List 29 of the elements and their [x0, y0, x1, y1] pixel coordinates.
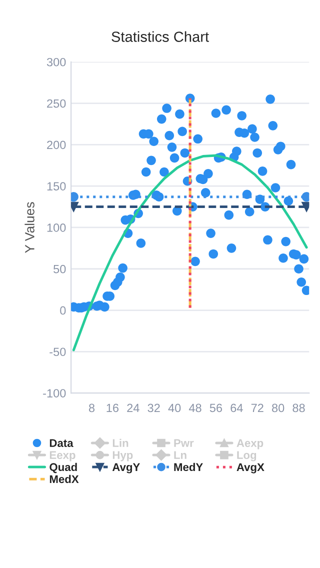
line-series: [72, 154, 308, 352]
x-tick-label: 16: [106, 404, 118, 412]
x-tick-label: 24: [127, 404, 140, 412]
y-tick-label: 300: [46, 58, 66, 66]
y-tick-label: 250: [47, 99, 66, 108]
legend-label: Quad: [50, 462, 77, 474]
x-tick-label: 64: [230, 404, 243, 412]
y-tick-label: 0: [60, 306, 66, 315]
legend-label: AvgX: [236, 463, 264, 474]
x-tick-label: 48: [188, 404, 202, 412]
chart-title: Statistics Chart: [112, 31, 209, 42]
y-tick-label: 100: [47, 224, 66, 232]
y-tick-label: 50: [54, 264, 66, 274]
x-tick-label: 56: [210, 404, 222, 412]
y-axis-title: Y Values: [24, 202, 34, 253]
legend-label: MedX: [50, 474, 79, 484]
x-tick-label: 40: [168, 404, 181, 412]
x-tick-label: 32: [148, 404, 160, 412]
legend-label: AvgY: [112, 463, 140, 474]
x-tick-label: 8: [88, 404, 95, 412]
y-tick-label: 150: [47, 182, 66, 190]
y-tick-label: -100: [43, 389, 66, 398]
x-tick-label: 80: [272, 404, 284, 412]
y-tick-label: 200: [47, 140, 66, 150]
x-tick-label: 88: [292, 404, 305, 412]
legend-label: Data: [50, 439, 74, 447]
x-tick-label: 72: [251, 404, 264, 412]
legend-label: MedY: [174, 462, 203, 472]
y-tick-label: -50: [50, 348, 66, 356]
